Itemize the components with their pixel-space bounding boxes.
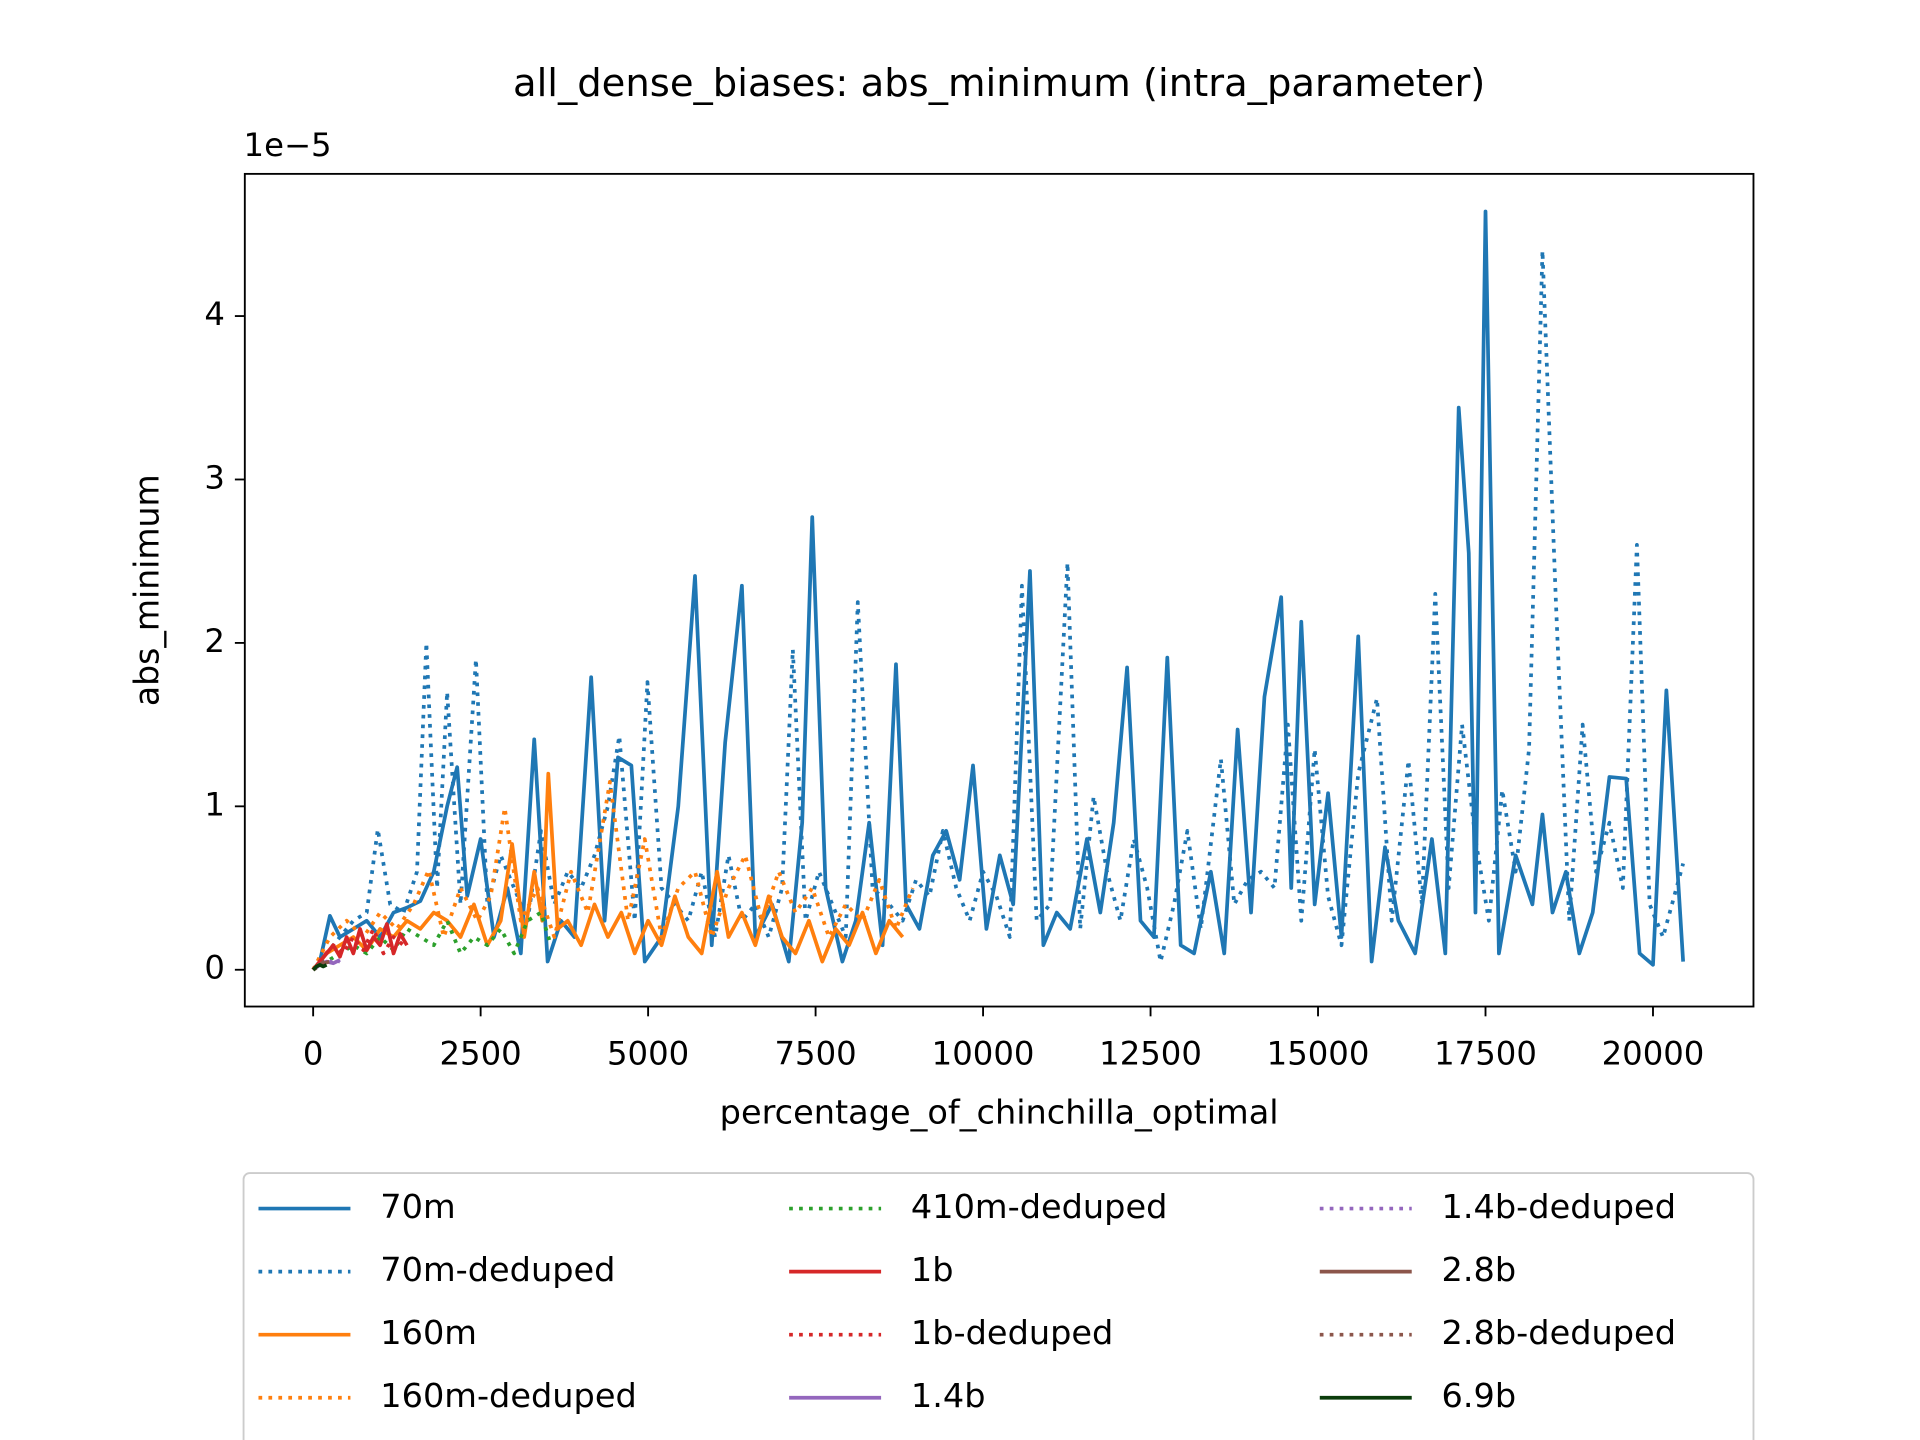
x-tick-label: 12500	[1099, 1035, 1202, 1073]
x-tick-label: 0	[303, 1035, 324, 1073]
legend-label: 410m-deduped	[911, 1187, 1167, 1226]
data-line	[311, 779, 915, 971]
y-tick-label: 1	[204, 785, 225, 823]
legend-label: 70m-deduped	[380, 1250, 615, 1289]
data-line	[311, 771, 905, 971]
x-tick-label: 17500	[1434, 1035, 1537, 1073]
data-line	[311, 963, 328, 972]
legend-label: 1b-deduped	[911, 1313, 1113, 1352]
plot-frame	[243, 172, 1755, 1008]
legend-label: 6.9b	[1442, 1376, 1517, 1415]
data-line	[311, 248, 1685, 971]
legend-box	[242, 1172, 1755, 1440]
x-tick-label: 5000	[607, 1035, 689, 1073]
chart-title: all_dense_biases: abs_minimum (intra_par…	[513, 62, 1485, 106]
legend-label: 2.8b-deduped	[1442, 1313, 1676, 1352]
data-line	[311, 927, 405, 971]
y-axis-label: abs_minimum	[127, 474, 166, 706]
legend-label: 1.4b	[911, 1376, 986, 1415]
x-tick-label: 2500	[440, 1035, 522, 1073]
y-tick-label: 3	[204, 459, 225, 497]
y-tick-label: 4	[204, 295, 225, 333]
legend-label: 1b	[911, 1250, 954, 1289]
legend-label: 160m	[380, 1313, 477, 1352]
x-tick-label: 15000	[1267, 1035, 1370, 1073]
data-line	[311, 209, 1685, 971]
legend-label: 70m	[380, 1187, 455, 1226]
data-line	[312, 910, 553, 972]
x-tick-label: 20000	[1602, 1035, 1705, 1073]
legend-label: 1.4b-deduped	[1442, 1187, 1676, 1226]
data-line	[311, 922, 409, 971]
y-tick-label: 0	[204, 949, 225, 987]
legend-label: 160m-deduped	[380, 1376, 636, 1415]
y-tick-label: 2	[204, 622, 225, 660]
legend-label: 2.8b	[1442, 1250, 1517, 1289]
x-axis-label: percentage_of_chinchilla_optimal	[720, 1093, 1279, 1132]
y-offset-label: 1e−5	[244, 126, 332, 164]
x-tick-label: 10000	[932, 1035, 1035, 1073]
x-tick-label: 7500	[774, 1035, 856, 1073]
